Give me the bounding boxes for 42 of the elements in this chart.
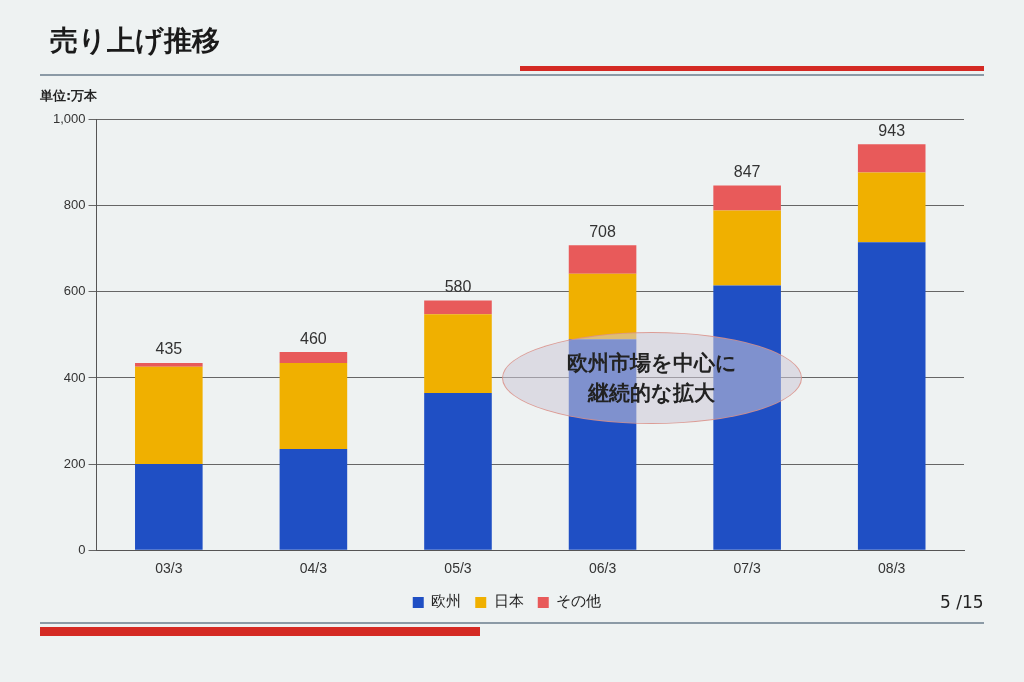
bar bbox=[568, 245, 637, 274]
bar bbox=[135, 464, 203, 550]
y-tick-label: 0 bbox=[78, 541, 86, 557]
bar bbox=[279, 449, 348, 550]
annotation: 欧州市場を中心に継続的な拡大 bbox=[565, 349, 738, 407]
legend-label: その他 bbox=[556, 592, 602, 611]
total-label: 580 bbox=[444, 277, 472, 295]
chart-title: 売り上げ推移 bbox=[50, 24, 220, 58]
x-tick-label: 08/3 bbox=[878, 560, 906, 577]
total-label: 460 bbox=[300, 329, 327, 347]
x-tick-label: 05/3 bbox=[444, 560, 472, 577]
bar bbox=[424, 300, 492, 315]
legend-label: 日本 bbox=[493, 592, 524, 611]
y-tick-label: 800 bbox=[63, 197, 86, 213]
total-label: 435 bbox=[155, 340, 183, 358]
text: 5 /15 bbox=[940, 592, 984, 612]
bar bbox=[279, 352, 348, 363]
bar bbox=[857, 172, 926, 243]
legend-label: 欧州 bbox=[431, 592, 462, 611]
y-tick-label: 1,000 bbox=[52, 111, 86, 127]
bar bbox=[713, 210, 781, 286]
bar bbox=[713, 185, 781, 211]
x-tick-label: 06/3 bbox=[588, 560, 617, 577]
bar bbox=[279, 362, 348, 450]
bar bbox=[713, 285, 781, 550]
bar bbox=[568, 273, 637, 340]
x-tick-label: 07/3 bbox=[733, 560, 761, 577]
bar bbox=[857, 242, 926, 550]
bar bbox=[135, 366, 203, 465]
x-tick-label: 04/3 bbox=[299, 560, 328, 577]
y-tick-label: 400 bbox=[63, 369, 86, 385]
y-tick-label: 200 bbox=[63, 455, 86, 471]
bar bbox=[424, 314, 492, 394]
y-tick-label: 600 bbox=[63, 283, 86, 299]
bar bbox=[424, 393, 492, 550]
total-label: 708 bbox=[589, 222, 616, 240]
y-axis-title: 単位:万本 bbox=[39, 88, 99, 104]
total-label: 943 bbox=[878, 121, 906, 139]
total-label: 847 bbox=[733, 162, 761, 180]
x-tick-label: 03/3 bbox=[155, 560, 183, 577]
bar bbox=[135, 362, 203, 367]
bar bbox=[857, 144, 926, 173]
